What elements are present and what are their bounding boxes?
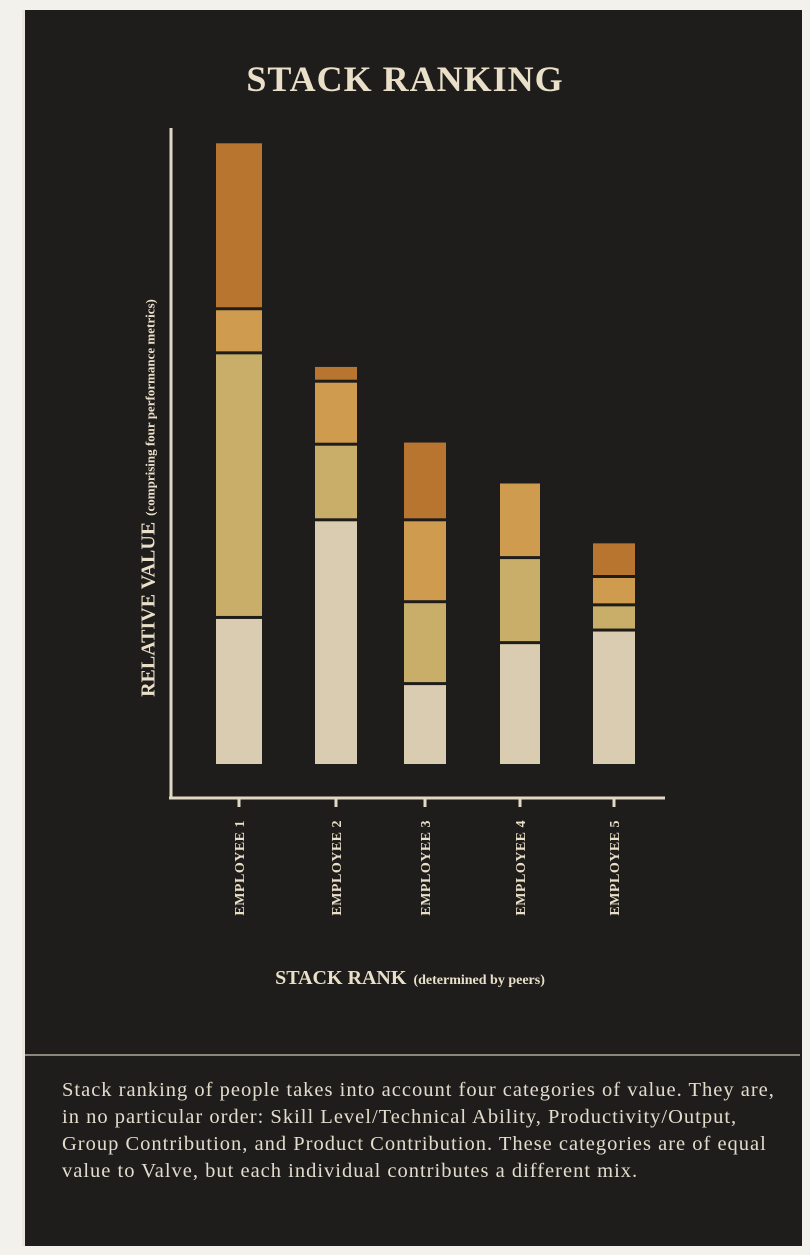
bar-segment-employee-1-metric-3 <box>216 310 262 352</box>
x-axis-label: STACK RANK (determined by peers) <box>0 967 810 990</box>
divider <box>25 1054 800 1056</box>
bar-segment-employee-2-metric-1 <box>315 521 357 764</box>
bar-segment-employee-2-metric-3 <box>315 382 357 443</box>
x-axis-title: STACK RANK <box>275 967 407 989</box>
x-ticks-group <box>237 799 616 807</box>
bar-segment-employee-1-metric-4 <box>216 143 262 308</box>
bar-segment-employee-3-metric-2 <box>404 603 446 683</box>
y-axis-title: RELATIVE VALUE <box>137 521 160 697</box>
bar-segment-employee-4-metric-1 <box>500 644 540 764</box>
bar-segment-employee-5-metric-4 <box>593 543 635 575</box>
bar-segment-employee-2-metric-4 <box>315 366 357 380</box>
bar-segment-employee-1-metric-1 <box>216 618 262 764</box>
bar-segment-employee-1-metric-2 <box>216 354 262 616</box>
bar-segment-employee-5-metric-3 <box>593 578 635 604</box>
x-tick-label: EMPLOYEE 5 <box>608 820 623 916</box>
bar-segment-employee-2-metric-2 <box>315 445 357 519</box>
x-tick-label: EMPLOYEE 2 <box>330 820 345 916</box>
x-axis-subtitle: (determined by peers) <box>413 973 545 988</box>
bar-segment-employee-3-metric-4 <box>404 442 446 519</box>
x-tick-label: EMPLOYEE 1 <box>233 820 248 916</box>
x-tick-label: EMPLOYEE 3 <box>419 820 434 916</box>
caption-text: Stack ranking of people takes into accou… <box>62 1079 775 1182</box>
bars-group <box>216 143 635 764</box>
bar-segment-employee-4-metric-3 <box>500 483 540 557</box>
y-axis-label: RELATIVE VALUE (comprising four performan… <box>138 299 161 697</box>
chart-title: STACK RANKING <box>246 59 564 99</box>
x-tick-label: EMPLOYEE 4 <box>514 820 529 916</box>
x-tick-labels-group: EMPLOYEE 1 EMPLOYEE 2 EMPLOYEE 3 EMPLOYEE 4… <box>233 820 623 916</box>
bar-segment-employee-3-metric-1 <box>404 685 446 764</box>
y-axis-subtitle: (comprising four performance metrics) <box>142 299 158 516</box>
bar-segment-employee-3-metric-3 <box>404 521 446 601</box>
bar-segment-employee-5-metric-2 <box>593 606 635 629</box>
bar-segment-employee-5-metric-1 <box>593 631 635 764</box>
bar-segment-employee-4-metric-2 <box>500 559 540 642</box>
